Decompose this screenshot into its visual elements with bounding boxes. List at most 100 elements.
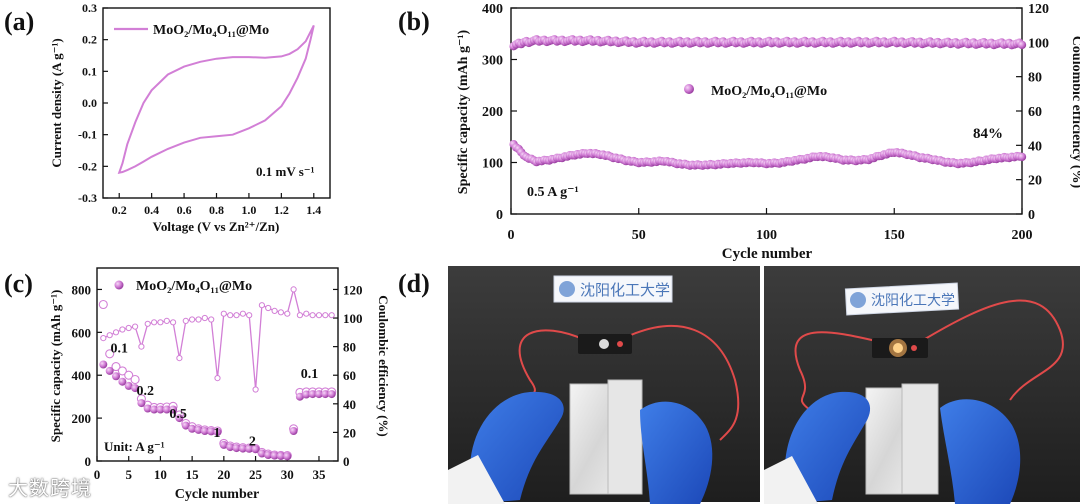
panel-c-charge-point (232, 444, 241, 453)
panel-c-charge-point (257, 449, 266, 458)
watermark: 大数跨境 (8, 476, 92, 500)
sign-left-logo-icon (559, 281, 575, 297)
panel-c-ylabel: Specific capacity (mAh g⁻¹) (48, 290, 63, 443)
panel-c-charge-point (226, 443, 235, 452)
glove-right-b (940, 399, 1021, 504)
panel-b-ytick-label: 400 (482, 2, 503, 17)
panel-c-ytick-right-label: 40 (343, 397, 356, 412)
panel-a-xtick-label: 1.4 (306, 203, 321, 217)
panel-c-efficiency-point (303, 310, 310, 317)
panel-c-xtick-label: 35 (312, 467, 326, 482)
panel-c-efficiency-point (100, 335, 107, 342)
panel-b-xtick-label: 50 (632, 228, 646, 243)
panel-b-ticks: 0 50 100 150 200 0 100 200 300 400 0 20 40 60 80 100 120 (482, 2, 1049, 243)
panel-b-ylabel-right: Coulombic efficiency (%) (1069, 36, 1080, 189)
panel-c-efficiency-point (220, 310, 227, 317)
panel-c-charge-series (99, 360, 336, 461)
panel-c-charge-point (169, 405, 178, 414)
panel-c-rate-label: 0.5 (169, 407, 187, 422)
panel-a-ylabel: Current density (A g⁻¹) (49, 38, 64, 167)
panel-b-ytick-right-label: 120 (1028, 2, 1049, 17)
panel-a-xtick-label: 0.8 (209, 203, 224, 217)
sleeve-right (764, 456, 818, 504)
panel-c-charge-point (181, 421, 190, 430)
panel-c-efficiency-point (170, 319, 177, 326)
panel-b-efficiency-point (1017, 40, 1027, 50)
pouch-cell-left-b (607, 379, 643, 495)
panel-a-legend-text: MoO₂/Mo₄O₁₁@Mo (153, 23, 269, 38)
panel-a-scan-rate: 0.1 mV s⁻¹ (256, 164, 315, 179)
panel-c-efficiency-point (284, 310, 291, 317)
panel-c-efficiency-point (239, 310, 246, 317)
panel-c-ytick-label: 600 (72, 325, 92, 340)
panel-c-xlabel: Cycle number (175, 487, 259, 502)
panel-b-label: (b) (398, 7, 430, 36)
panel-c-charge-point (270, 451, 279, 460)
panel-c-ytick-right-label: 60 (343, 368, 356, 383)
panel-c-xtick-label: 5 (125, 467, 132, 482)
panel-c-discharge-point (130, 374, 140, 385)
glove-left-a (470, 391, 564, 504)
panel-c-charge-point (162, 405, 171, 414)
panel-c-charge-point (219, 440, 228, 449)
panel-c-ytick-right-label: 0 (343, 454, 350, 469)
panel-c-charge-point (308, 390, 317, 399)
panel-c-frame (96, 267, 339, 462)
panel-c-unit: Unit: A g⁻¹ (104, 439, 165, 454)
panel-a-ytick-label: -0.2 (78, 159, 97, 173)
panel-c-charge-point (118, 377, 127, 386)
glove-left-b (640, 401, 713, 504)
panel-b-legend-text: MoO₂/Mo₄O₁₁@Mo (711, 84, 827, 99)
panel-c-efficiency-point (163, 317, 170, 324)
panel-c-efficiency-point (271, 307, 278, 314)
panel-c-xtick-label: 15 (186, 467, 200, 482)
panel-c-ytick-label: 800 (72, 282, 92, 297)
panel-a-xtick-label: 0.6 (177, 203, 192, 217)
panel-c-ylabel-right: Coulombic efficiency (%) (376, 295, 391, 437)
sleeve-left (448, 455, 505, 504)
panel-b-xtick-label: 100 (756, 228, 777, 243)
panel-c-charge-point (321, 390, 330, 399)
panel-a-cv-curve (117, 24, 315, 175)
panel-c-efficiency-point (252, 386, 259, 393)
panel-c-charge-point (175, 414, 184, 423)
panel-a-xtick-label: 0.4 (144, 203, 159, 217)
panel-b-legend-marker (684, 84, 694, 94)
pouch-cell-right-b (901, 383, 939, 495)
panel-c-efficiency-line (103, 289, 332, 390)
panel-c-efficiency-point (138, 343, 145, 350)
panel-c-charge-point (143, 404, 152, 413)
panel-c-efficiency-point (246, 312, 253, 319)
panel-c-charge-point (156, 405, 165, 414)
panel-c-efficiency-point (227, 312, 234, 319)
panel-c-label: (c) (4, 269, 33, 298)
panel-c-charge-point (264, 451, 273, 459)
panel-c-ytick-label: 200 (72, 411, 92, 426)
panel-a-xtick-label: 0.2 (112, 203, 127, 217)
panel-b-capacity-series (509, 140, 1027, 170)
panel-c-efficiency-point (290, 286, 297, 293)
panel-c-efficiency-point (195, 316, 202, 323)
panel-c-efficiency-point (265, 304, 272, 312)
panel-a-ytick-label: -0.3 (78, 191, 97, 205)
led-right-terminal-icon (911, 345, 917, 351)
panel-c-ytick-right-label: 80 (343, 340, 356, 355)
sign-right-logo-icon (850, 292, 866, 308)
panel-c-charge-point (327, 390, 336, 399)
panel-b-ytick-label: 0 (496, 208, 503, 223)
led-left-terminal-icon (617, 341, 623, 347)
panel-a-ytick-label: 0.1 (82, 64, 97, 78)
panel-c-efficiency-point (315, 312, 323, 319)
panel-b-ytick-label: 100 (482, 157, 503, 172)
panel-c-ytick-right-label: 20 (343, 425, 356, 440)
panel-c-efficiency-series (100, 286, 335, 393)
panel-c-efficiency-point (189, 316, 196, 323)
panel-b-xtick-label: 150 (884, 228, 905, 243)
panel-c-rate-label: 0.2 (136, 384, 154, 399)
panel-c-efficiency-point (176, 355, 183, 362)
panel-c-efficiency-point (151, 319, 158, 326)
panel-a-ytick-label: 0.3 (82, 1, 97, 15)
panel-c-charge-point (289, 427, 298, 435)
panel-c-discharge-point (124, 370, 134, 380)
panel-b-ytick-right-label: 0 (1028, 208, 1035, 223)
